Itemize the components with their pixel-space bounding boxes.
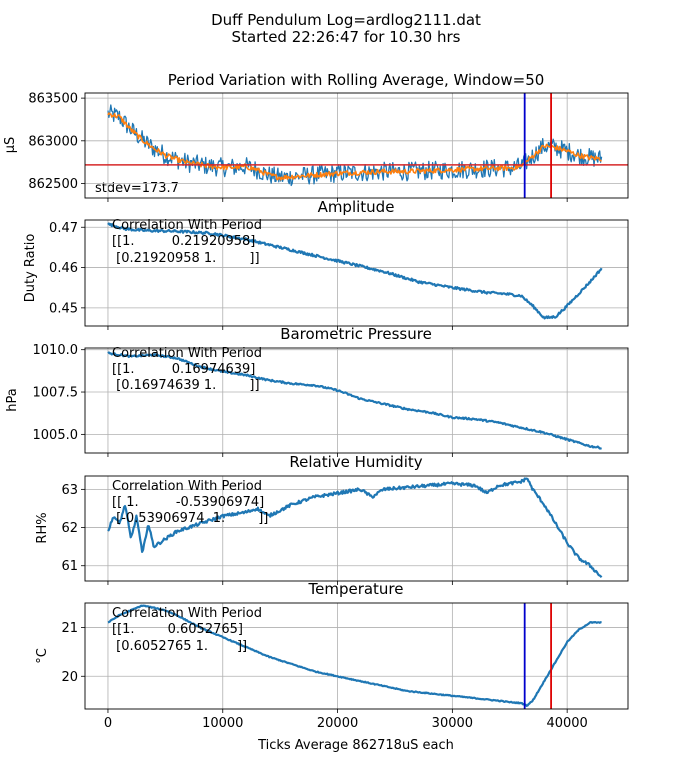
temperature-correlation-row1: [[1. 0.6052765] — [112, 622, 243, 637]
period-title: Period Variation with Rolling Average, W… — [168, 71, 545, 89]
data-line — [107, 477, 603, 579]
temperature-ylabel: °C — [35, 648, 50, 664]
y-tick-label: 0.46 — [49, 261, 78, 276]
y-tick-label: 21 — [61, 621, 78, 636]
y-tick-label: 61 — [61, 559, 78, 574]
amplitude-ylabel: Duty Ratio — [23, 234, 38, 303]
suptitle-line2: Started 22:26:47 for 10.30 hrs — [232, 28, 461, 46]
panel-temperature: Temperature °C 20 21 0 10000 20000 30000 40000… — [35, 580, 629, 731]
axes-frame — [84, 602, 629, 710]
axes-frame — [84, 347, 629, 454]
data-line — [107, 604, 602, 707]
humidity-plot: 61 62 63 — [61, 475, 629, 585]
x-tick-label: 20000 — [317, 716, 358, 731]
temperature-correlation-title: Correlation With Period — [112, 606, 262, 621]
y-tick-label: 0.45 — [49, 301, 78, 316]
panel-period: Period Variation with Rolling Average, W… — [3, 71, 629, 202]
y-tick-label: 863500 — [28, 92, 78, 107]
x-axis-label: Ticks Average 862718uS each — [257, 738, 454, 753]
amplitude-correlation-title: Correlation With Period — [112, 218, 262, 233]
pressure-correlation-title: Correlation With Period — [112, 346, 262, 361]
x-tick-label: 10000 — [202, 716, 243, 731]
panel-amplitude: Amplitude Duty Ratio 0.45 0.46 0.47 Correl… — [23, 198, 629, 330]
rolling-average-line — [107, 112, 602, 181]
panel-humidity: Relative Humidity RH% 61 62 63 Correlation… — [35, 453, 629, 585]
temperature-title: Temperature — [307, 580, 403, 598]
x-tick-label: 40000 — [546, 716, 587, 731]
humidity-ylabel: RH% — [35, 512, 50, 543]
y-tick-label: 62 — [61, 521, 78, 536]
y-tick-label: 863000 — [28, 134, 78, 149]
temperature-correlation-row2: [0.6052765 1. ]] — [112, 639, 247, 654]
x-tick-label: 0 — [104, 716, 112, 731]
data-line — [107, 222, 603, 320]
period-ylabel: µS — [3, 137, 18, 154]
temperature-plot: 20 21 0 10000 20000 30000 40000 — [61, 602, 629, 731]
amplitude-title: Amplitude — [318, 198, 395, 216]
y-tick-label: 63 — [61, 483, 78, 498]
pressure-title: Barometric Pressure — [280, 325, 432, 343]
panel-pressure: Barometric Pressure hPa 1005.0 1007.5 1010… — [5, 325, 629, 457]
amplitude-correlation-row2: [0.21920958 1. ]] — [112, 251, 260, 266]
humidity-correlation-row1: [[ 1. -0.53906974] — [112, 495, 264, 510]
y-tick-label: 1005.0 — [33, 428, 79, 443]
axes-frame — [84, 475, 629, 582]
pressure-correlation-row2: [0.16974639 1. ]] — [112, 378, 260, 393]
pressure-correlation-row1: [[1. 0.16974639] — [112, 362, 255, 377]
amplitude-plot: 0.45 0.46 0.47 — [49, 219, 629, 330]
y-tick-label: 20 — [61, 670, 78, 685]
y-tick-label: 862500 — [28, 177, 78, 192]
suptitle-line1: Duff Pendulum Log=ardlog2111.dat — [211, 11, 481, 29]
humidity-correlation-title: Correlation With Period — [112, 479, 262, 494]
data-line — [107, 351, 602, 450]
y-tick-label: 1007.5 — [33, 386, 79, 401]
pressure-plot: 1005.0 1007.5 1010.0 — [33, 343, 629, 457]
pressure-ylabel: hPa — [5, 388, 20, 411]
x-tick-label: 30000 — [432, 716, 473, 731]
humidity-correlation-row2: [-0.53906974 1. ]] — [112, 511, 268, 526]
humidity-title: Relative Humidity — [289, 453, 422, 471]
y-tick-label: 0.47 — [49, 221, 78, 236]
axes-frame — [84, 219, 629, 327]
axes-frame — [84, 92, 629, 199]
period-stdev-annotation: stdev=173.7 — [95, 181, 179, 196]
period-plot: 862500 863000 863500 — [28, 92, 629, 202]
y-tick-label: 1010.0 — [33, 343, 79, 358]
amplitude-correlation-row1: [[1. 0.21920958] — [112, 234, 255, 249]
